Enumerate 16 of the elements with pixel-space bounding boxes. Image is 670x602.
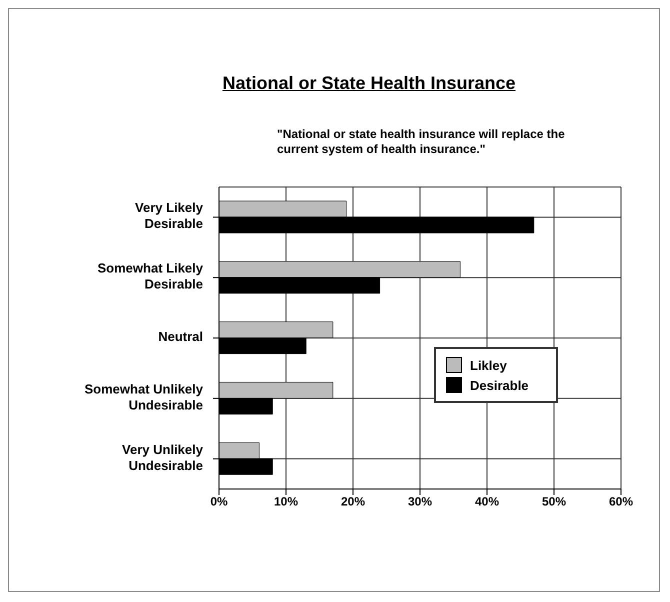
x-tick-label: 40% bbox=[474, 494, 500, 509]
x-tick-label: 20% bbox=[340, 494, 366, 509]
chart-subtitle: "National or state health insurance will replace the current system of health insurance." bbox=[277, 127, 566, 157]
y-tick-label: Very Likely Desirable bbox=[135, 200, 204, 232]
x-tick-label: 30% bbox=[408, 494, 432, 509]
y-tick-label: Somewhat Likely Desirable bbox=[98, 261, 204, 292]
y-tick-label: Somewhat Unlikely Undesirable bbox=[84, 382, 204, 413]
x-tick-label: 50% bbox=[542, 494, 566, 509]
chart-title: National or State Health Insurance bbox=[221, 73, 517, 94]
y-tick-label: Neutral bbox=[158, 329, 203, 344]
legend-label: Desirable bbox=[470, 378, 529, 392]
x-tick-label: 0% bbox=[210, 494, 228, 509]
legend-label: Likley bbox=[470, 358, 507, 372]
y-tick-label: Very Unlikely Undesirable bbox=[122, 442, 204, 474]
x-tick-label: 10% bbox=[274, 494, 298, 509]
x-tick-label: 60% bbox=[608, 494, 634, 509]
